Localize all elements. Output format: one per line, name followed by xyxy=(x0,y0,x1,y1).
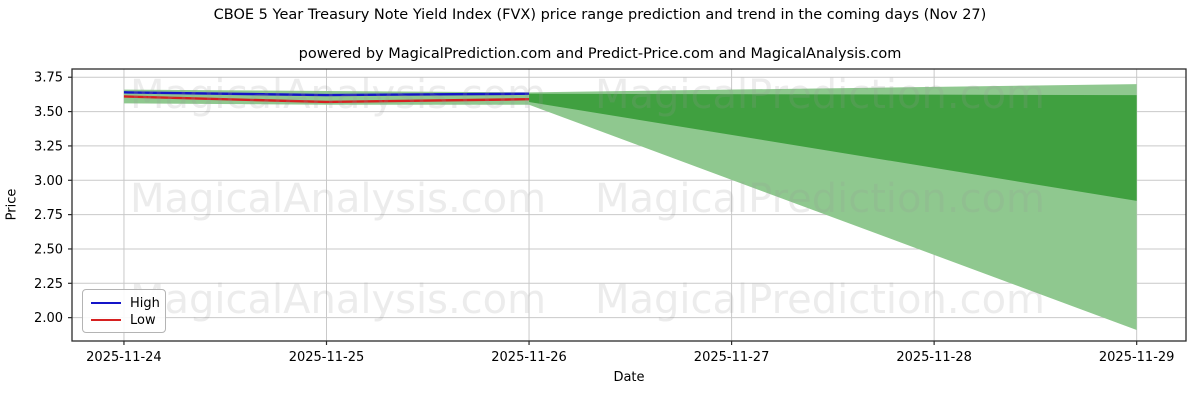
chart-title: CBOE 5 Year Treasury Note Yield Index (F… xyxy=(213,7,987,23)
y-tick-label: 2.25 xyxy=(34,277,63,292)
x-axis-label: Date xyxy=(613,370,645,385)
watermark-text: MagicalPrediction.com xyxy=(595,277,1045,323)
y-tick-label: 2.00 xyxy=(34,311,63,326)
watermark-text: MagicalAnalysis.com xyxy=(130,72,546,118)
y-tick-label: 2.50 xyxy=(34,242,63,257)
high-line-swatch xyxy=(91,302,121,304)
y-tick-label: 2.75 xyxy=(34,208,63,223)
plot-border xyxy=(71,68,1187,342)
watermark-text: MagicalAnalysis.com xyxy=(130,277,546,323)
x-tick-label: 2025-11-24 xyxy=(86,350,162,365)
chart-subtitle: powered by MagicalPrediction.com and Pre… xyxy=(298,46,902,62)
legend-label-high: High xyxy=(130,295,160,311)
legend-item-low: Low xyxy=(91,312,157,328)
y-tick-label: 3.00 xyxy=(34,174,63,189)
y-axis-label: Price xyxy=(4,188,20,221)
watermark-text: MagicalPrediction.com xyxy=(595,176,1045,222)
prediction-band-inner xyxy=(529,93,1137,201)
x-tick-label: 2025-11-26 xyxy=(491,350,567,365)
y-tick-label: 3.50 xyxy=(34,105,63,120)
legend: High Low xyxy=(82,289,166,333)
x-tick-label: 2025-11-29 xyxy=(1099,350,1175,365)
legend-item-high: High xyxy=(91,295,160,311)
high-line xyxy=(123,91,530,97)
x-tick-label: 2025-11-25 xyxy=(289,350,365,365)
y-tick-label: 3.25 xyxy=(34,139,63,154)
legend-label-low: Low xyxy=(130,312,156,328)
y-tick-label: 3.75 xyxy=(34,71,63,86)
watermark-text: MagicalPrediction.com xyxy=(595,72,1045,118)
x-tick-label: 2025-11-27 xyxy=(694,350,770,365)
low-line xyxy=(123,95,530,104)
low-line-swatch xyxy=(91,319,121,321)
watermark-text: MagicalAnalysis.com xyxy=(130,176,546,222)
x-tick-label: 2025-11-28 xyxy=(896,350,972,365)
